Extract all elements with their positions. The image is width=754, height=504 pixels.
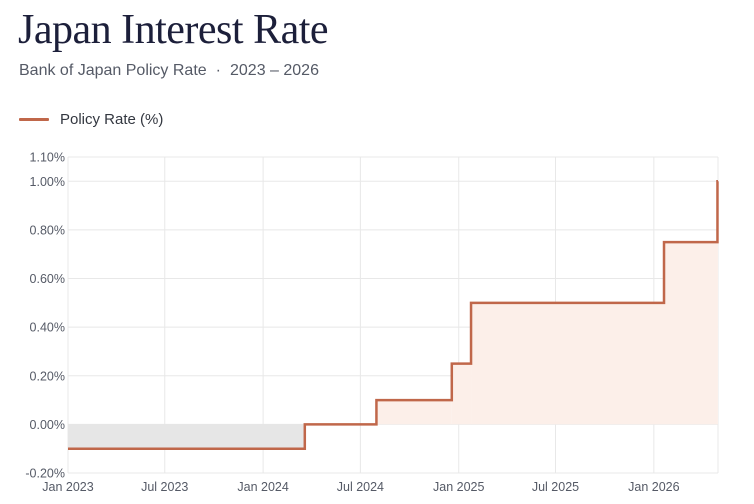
- positive-rate-area: [451, 363, 472, 425]
- x-tick-label: Jan 2023: [42, 480, 93, 494]
- x-tick-label: Jul 2024: [337, 480, 384, 494]
- positive-rate-area: [717, 181, 718, 425]
- y-tick-label: 0.20%: [30, 369, 65, 383]
- legend-swatch-policy-rate: [19, 118, 49, 121]
- y-tick-label: 0.40%: [30, 321, 65, 335]
- chart-subtitle: Bank of Japan Policy Rate · 2023 – 2026: [19, 62, 319, 80]
- x-tick-label: Jul 2023: [141, 480, 188, 494]
- positive-rate-area: [376, 400, 452, 425]
- x-tick-label: Jan 2026: [628, 480, 679, 494]
- area-fill: [68, 181, 718, 449]
- positive-rate-area: [471, 302, 665, 425]
- policy-rate-line: [68, 180, 719, 450]
- subtitle-range: 2023 – 2026: [230, 62, 319, 79]
- y-tick-label: 0.60%: [30, 272, 65, 286]
- x-tick-label: Jan 2025: [433, 480, 484, 494]
- y-tick-label: 1.10%: [30, 151, 65, 165]
- y-tick-label: -0.20%: [25, 467, 65, 481]
- legend-label-policy-rate: Policy Rate (%): [60, 111, 164, 128]
- y-tick-label: 0.80%: [30, 223, 65, 237]
- chart-legend[interactable]: Policy Rate (%): [19, 111, 163, 128]
- y-tick-label: 1.00%: [30, 175, 65, 189]
- y-tick-label: 0.00%: [30, 418, 65, 432]
- x-tick-label: Jan 2024: [237, 480, 288, 494]
- negative-rate-area: [68, 424, 305, 449]
- subtitle-separator: ·: [215, 62, 221, 79]
- positive-rate-area: [664, 242, 718, 425]
- subtitle-source: Bank of Japan Policy Rate: [19, 62, 207, 79]
- x-tick-label: Jul 2025: [532, 480, 579, 494]
- chart-title: Japan Interest Rate: [18, 7, 329, 53]
